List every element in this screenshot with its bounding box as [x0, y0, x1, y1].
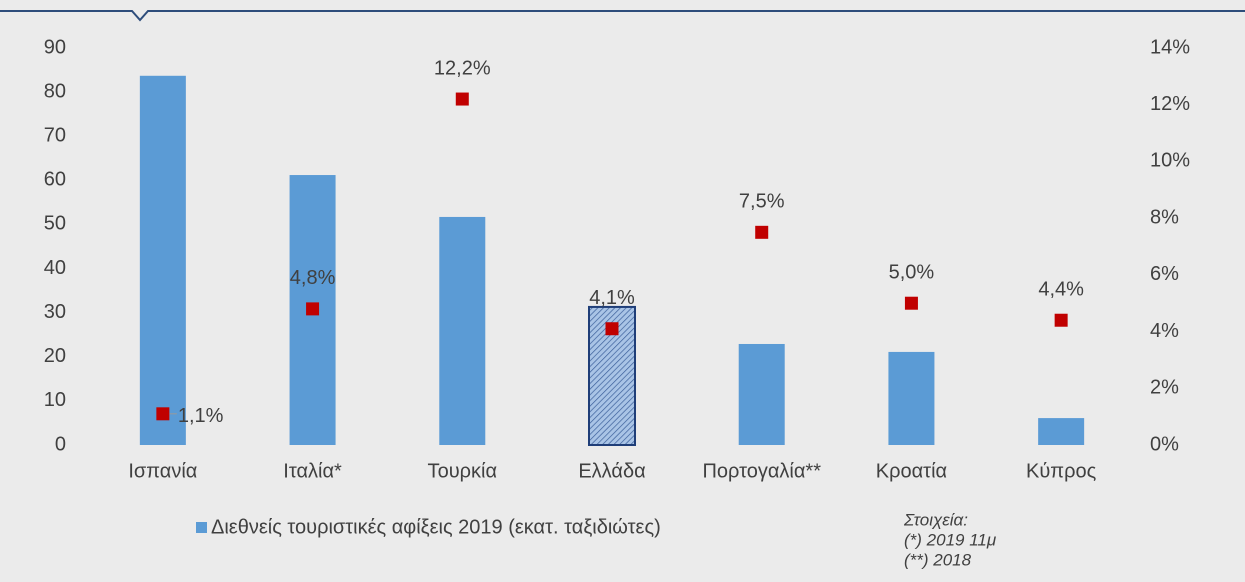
note: Στοιχεία:	[903, 510, 968, 529]
marker	[306, 302, 320, 316]
y-tick-label: 50	[44, 213, 66, 235]
x-tick-label: Κύπρος	[1026, 460, 1097, 482]
x-tick-label: Πορτογαλία**	[702, 460, 821, 482]
y-tick-label: 80	[44, 80, 66, 102]
marker	[904, 296, 918, 310]
data-label: 1,1%	[178, 405, 224, 427]
data-label: 4,4%	[1038, 279, 1084, 301]
x-tick-label: Κροατία	[876, 460, 947, 482]
y-tick-label: 10	[44, 389, 66, 411]
y2-tick-label: 14%	[1150, 36, 1190, 58]
note: (**) 2018	[904, 550, 972, 569]
marker	[455, 92, 469, 106]
marker	[755, 225, 769, 239]
y2-tick-label: 0%	[1150, 433, 1179, 455]
bar	[439, 216, 486, 445]
y-tick-label: 40	[44, 257, 66, 279]
marker	[156, 407, 170, 421]
x-tick-label: Ισπανία	[128, 460, 197, 482]
y-tick-label: 60	[44, 169, 66, 191]
marker	[1054, 313, 1068, 327]
data-label: 12,2%	[434, 57, 491, 79]
y-tick-label: 70	[44, 125, 66, 147]
y2-tick-label: 2%	[1150, 377, 1179, 399]
marker	[605, 322, 619, 336]
y2-tick-label: 6%	[1150, 263, 1179, 285]
top-rule	[0, 10, 1245, 22]
bar	[888, 351, 935, 445]
legend-swatch	[196, 522, 207, 533]
note: (*) 2019 11μ	[904, 530, 997, 549]
x-tick-label: Ελλάδα	[578, 460, 645, 482]
data-label: 4,1%	[589, 287, 635, 309]
x-tick-label: Ιταλία*	[283, 460, 342, 482]
data-label: 7,5%	[739, 191, 785, 213]
legend-label: Διεθνείς τουριστικές αφίξεις 2019 (εκατ.…	[211, 516, 661, 538]
y-tick-label: 0	[55, 433, 66, 455]
y2-tick-label: 12%	[1150, 93, 1190, 115]
y2-tick-label: 8%	[1150, 206, 1179, 228]
data-label: 4,8%	[290, 267, 336, 289]
y2-tick-label: 10%	[1150, 150, 1190, 172]
bar	[738, 343, 785, 445]
bar	[1038, 418, 1085, 445]
y2-tick-label: 4%	[1150, 320, 1179, 342]
x-tick-label: Τουρκία	[428, 460, 497, 482]
y-tick-label: 90	[44, 36, 66, 58]
bar	[139, 75, 186, 445]
y-tick-label: 30	[44, 301, 66, 323]
data-label: 5,0%	[889, 261, 935, 283]
y-tick-label: 20	[44, 345, 66, 367]
